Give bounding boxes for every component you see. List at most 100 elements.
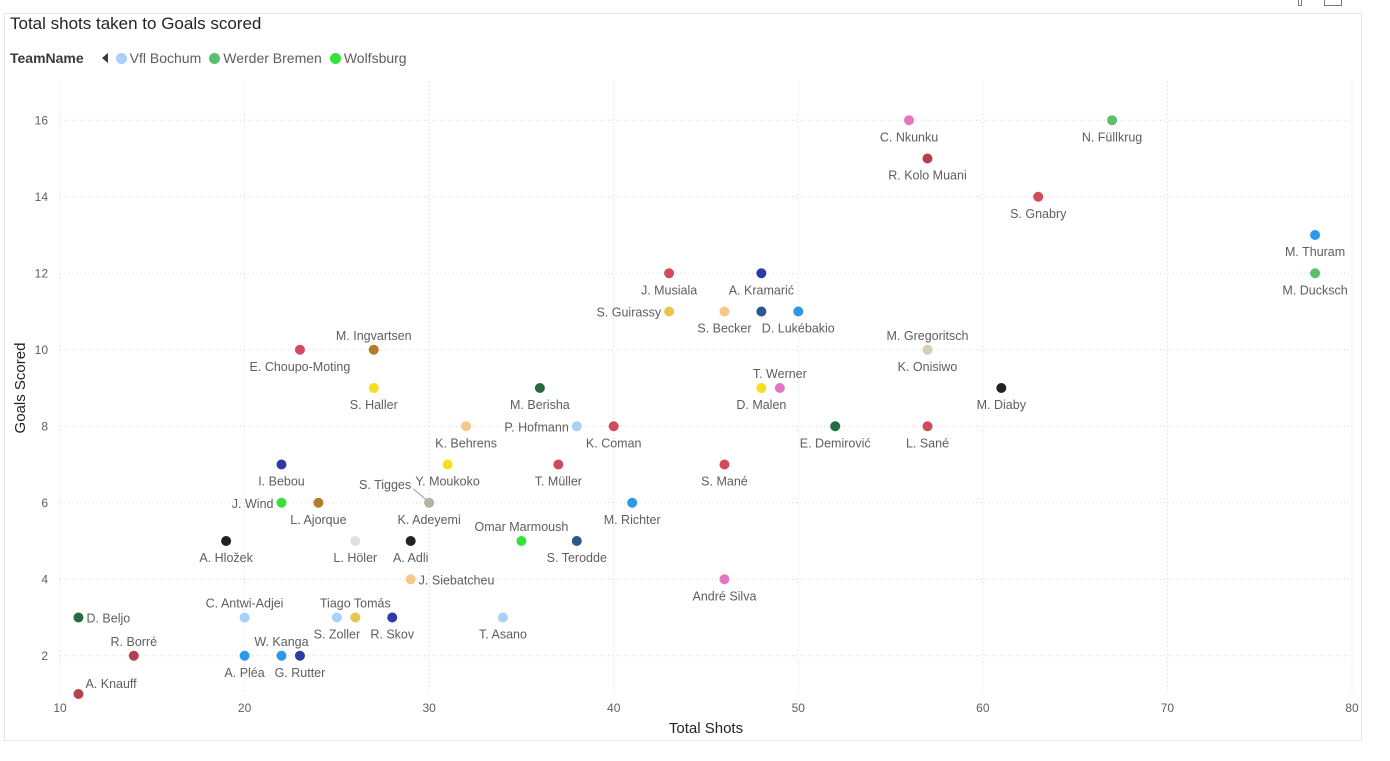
data-point[interactable] [664, 306, 675, 317]
x-tick-label: 50 [792, 701, 806, 715]
data-point[interactable] [350, 612, 361, 623]
data-point[interactable] [368, 344, 379, 355]
point-label: K. Coman [586, 436, 642, 450]
x-tick-label: 10 [53, 701, 67, 715]
point-label: J. Musiala [641, 283, 697, 297]
data-point[interactable] [239, 650, 250, 661]
data-point[interactable] [1107, 115, 1118, 126]
data-point[interactable] [331, 612, 342, 623]
data-point[interactable] [756, 268, 767, 279]
x-tick-label: 80 [1345, 701, 1359, 715]
data-point[interactable] [424, 497, 435, 508]
data-point[interactable] [774, 383, 785, 393]
data-point[interactable] [405, 574, 416, 585]
point-labels: C. Nkunku N. Füllkrug R. Kolo Muani S. Gnab… [85, 130, 1347, 691]
data-point[interactable] [221, 536, 232, 546]
data-point[interactable] [571, 536, 582, 546]
y-tick-label: 16 [35, 113, 49, 127]
data-point[interactable] [627, 497, 638, 508]
legend-prev-arrow-icon[interactable] [101, 53, 108, 63]
data-point[interactable] [664, 268, 675, 279]
point-label: M. Thuram [1285, 245, 1345, 259]
point-label: E. Choupo-Moting [250, 360, 351, 374]
point-label: A. Hložek [199, 551, 253, 565]
data-point[interactable] [442, 459, 453, 470]
data-point[interactable] [1033, 191, 1044, 202]
point-label: C. Nkunku [880, 130, 938, 144]
data-point[interactable] [276, 459, 287, 470]
data-point[interactable] [608, 421, 619, 432]
point-label: P. Hofmann [504, 420, 568, 434]
point-label: S. Haller [350, 398, 398, 412]
legend-item-werder-bremen[interactable]: Werder Bremen [209, 50, 322, 66]
y-tick-label: 6 [41, 496, 48, 510]
point-label: E. Demirović [800, 436, 871, 450]
data-point[interactable] [1310, 230, 1321, 240]
data-point[interactable] [73, 689, 84, 699]
point-label: André Silva [692, 589, 756, 603]
point-label: J. Siebatcheu [419, 573, 495, 587]
data-point[interactable] [239, 612, 250, 623]
data-point[interactable] [497, 612, 508, 623]
legend-dot [209, 52, 221, 64]
data-point[interactable] [756, 383, 767, 393]
visual-header-icons [1298, 0, 1342, 6]
point-label: L. Ajorque [290, 513, 346, 527]
data-point[interactable] [922, 344, 933, 355]
data-point[interactable] [294, 650, 305, 661]
data-point[interactable] [405, 536, 416, 546]
data-point[interactable] [313, 497, 324, 508]
point-label: Omar Marmoush [475, 520, 569, 534]
point-label: T. Asano [479, 628, 527, 642]
point-label: R. Kolo Muani [888, 169, 967, 183]
y-tick-label: 14 [35, 190, 49, 204]
data-point[interactable] [368, 383, 379, 393]
y-tick-label: 12 [35, 266, 49, 280]
point-label: S. Gnabry [1010, 207, 1067, 221]
point-label: M. Richter [604, 513, 661, 527]
data-point[interactable] [922, 421, 933, 432]
data-point[interactable] [756, 306, 767, 317]
point-label: S. Becker [697, 322, 751, 336]
data-point[interactable] [553, 459, 564, 470]
point-label: M. Gregoritsch [887, 329, 969, 343]
legend-item-label: Werder Bremen [223, 50, 322, 66]
x-tick-label: 60 [976, 701, 990, 715]
x-tick-label: 30 [422, 701, 436, 715]
point-label: D. Malen [736, 398, 786, 412]
data-point[interactable] [571, 421, 582, 432]
point-label: T. Werner [753, 367, 807, 381]
legend-item-vfl-bochum[interactable]: Vfl Bochum [115, 50, 201, 66]
data-point[interactable] [516, 536, 527, 546]
point-label: S. Mané [701, 475, 748, 489]
data-point[interactable] [793, 306, 804, 317]
data-point[interactable] [350, 536, 361, 546]
point-label: A. Kramarić [729, 283, 794, 297]
focus-mode-icon[interactable] [1324, 0, 1342, 6]
point-label: S. Guirassy [596, 306, 661, 320]
legend-dot [115, 52, 127, 64]
point-label: A. Adli [393, 551, 428, 565]
data-point[interactable] [904, 115, 915, 126]
data-point[interactable] [830, 421, 841, 432]
data-point[interactable] [996, 383, 1007, 393]
filter-icon[interactable] [1298, 0, 1302, 6]
data-point[interactable] [387, 612, 398, 623]
legend-dot [329, 52, 341, 64]
data-point[interactable] [1310, 268, 1321, 279]
data-point[interactable] [461, 421, 472, 432]
data-point[interactable] [128, 650, 139, 661]
data-point[interactable] [922, 153, 933, 164]
point-label: M. Ingvartsen [336, 329, 412, 343]
data-point[interactable] [276, 650, 287, 661]
point-label: L. Höler [333, 551, 377, 565]
data-point[interactable] [719, 574, 730, 585]
data-point[interactable] [276, 497, 287, 508]
data-point[interactable] [294, 344, 305, 355]
x-tick-label: 70 [1161, 701, 1175, 715]
data-point[interactable] [73, 612, 84, 623]
data-point[interactable] [719, 306, 730, 317]
legend-item-wolfsburg[interactable]: Wolfsburg [329, 50, 407, 66]
data-point[interactable] [534, 383, 545, 393]
data-point[interactable] [719, 459, 730, 470]
